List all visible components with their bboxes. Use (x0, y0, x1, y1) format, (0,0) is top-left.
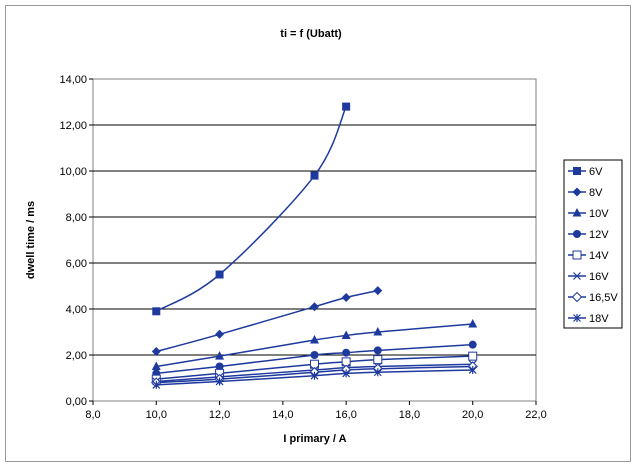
data-point (573, 272, 581, 280)
x-tick-label: 12,0 (209, 409, 230, 421)
x-tick-label: 22,0 (525, 409, 546, 421)
y-tick-label: 4,00 (66, 304, 87, 316)
data-point (373, 355, 383, 365)
data-point (573, 314, 581, 322)
data-point (215, 362, 224, 371)
y-tick-label: 8,00 (66, 212, 87, 224)
x-axis-label: I primary / A (283, 433, 346, 445)
data-point (310, 171, 319, 180)
data-point (341, 293, 351, 302)
y-tick-label: 6,00 (66, 258, 87, 270)
legend-label: 14V (589, 250, 609, 262)
data-point (468, 351, 478, 361)
x-tick-label: 16,0 (335, 409, 356, 421)
data-point (373, 327, 383, 336)
series-8V (151, 286, 383, 357)
data-point (573, 167, 581, 175)
y-axis-ticks: 0,00 2,00 4,00 6,00 8,00 10,00 12,00 14,00 (59, 74, 93, 408)
y-tick-label: 0,00 (66, 396, 87, 408)
legend-label: 10V (589, 208, 609, 220)
legend-label: 6V (589, 166, 603, 178)
series-10V (151, 318, 478, 370)
chart-frame: ti = f (Ubatt) 0,00 2,00 4,00 6,00 8,00 10,00… (5, 5, 631, 462)
legend-item: 10V (568, 208, 609, 220)
data-point (572, 250, 582, 260)
data-point (373, 346, 382, 355)
data-point (215, 329, 225, 339)
x-axis-ticks: 8,0 10,0 12,0 14,0 16,0 18,0 20,0 22,0 (85, 401, 547, 421)
data-point (215, 377, 224, 386)
y-tick-label: 2,00 (66, 350, 87, 362)
plot-area (92, 78, 537, 402)
legend-item: 16V (568, 271, 609, 283)
y-tick-label: 10,00 (59, 166, 87, 178)
legend-label: 16,5V (589, 292, 618, 304)
data-point (342, 369, 351, 378)
data-point (152, 307, 161, 316)
data-point (373, 286, 383, 296)
y-tick-label: 14,00 (59, 74, 87, 86)
data-point (310, 335, 319, 344)
data-point (310, 351, 319, 359)
data-point (468, 318, 478, 328)
x-tick-label: 14,0 (272, 409, 293, 421)
data-point (152, 380, 161, 389)
y-tick-label: 12,00 (59, 120, 87, 132)
series-18V (152, 365, 477, 389)
series-line (155, 106, 347, 312)
legend: 6V 8V 10V 12V 14V 16V 16,5V 18V (568, 166, 618, 325)
series-line (156, 289, 378, 353)
chart-title: ti = f (Ubatt) (280, 28, 342, 40)
y-axis-label: dwell time / ms (25, 201, 37, 279)
data-point (215, 351, 225, 360)
legend-label: 18V (589, 313, 609, 325)
data-point (342, 102, 351, 111)
data-point (341, 330, 351, 339)
data-point (215, 270, 224, 279)
series-layer (151, 102, 478, 389)
legend-item: 16,5V (568, 291, 618, 304)
data-point (572, 187, 582, 197)
data-point (571, 291, 583, 303)
data-point (468, 365, 477, 374)
data-point (373, 368, 382, 377)
legend-item: 18V (568, 313, 609, 325)
data-point (151, 347, 161, 357)
series-line (156, 323, 473, 368)
chart: ti = f (Ubatt) 0,002,004,006,008,0010,00… (25, 28, 623, 445)
data-point (573, 230, 581, 238)
data-point (151, 361, 161, 370)
legend-item: 12V (568, 229, 609, 241)
legend-item: 8V (568, 187, 603, 199)
x-tick-label: 18,0 (399, 409, 420, 421)
x-tick-label: 20,0 (462, 409, 483, 421)
grid (93, 124, 536, 356)
legend-box (563, 159, 623, 329)
x-tick-label: 10,0 (146, 409, 167, 421)
data-point (572, 208, 582, 217)
legend-item: 14V (568, 250, 609, 262)
legend-label: 16V (589, 271, 609, 283)
legend-label: 8V (589, 187, 603, 199)
data-point (468, 340, 477, 349)
x-tick-label: 8,0 (85, 409, 100, 421)
legend-label: 12V (589, 229, 609, 241)
data-point (310, 371, 319, 380)
data-point (342, 348, 351, 357)
series-6V (152, 102, 351, 316)
data-point (310, 302, 319, 312)
legend-item: 6V (568, 166, 603, 178)
